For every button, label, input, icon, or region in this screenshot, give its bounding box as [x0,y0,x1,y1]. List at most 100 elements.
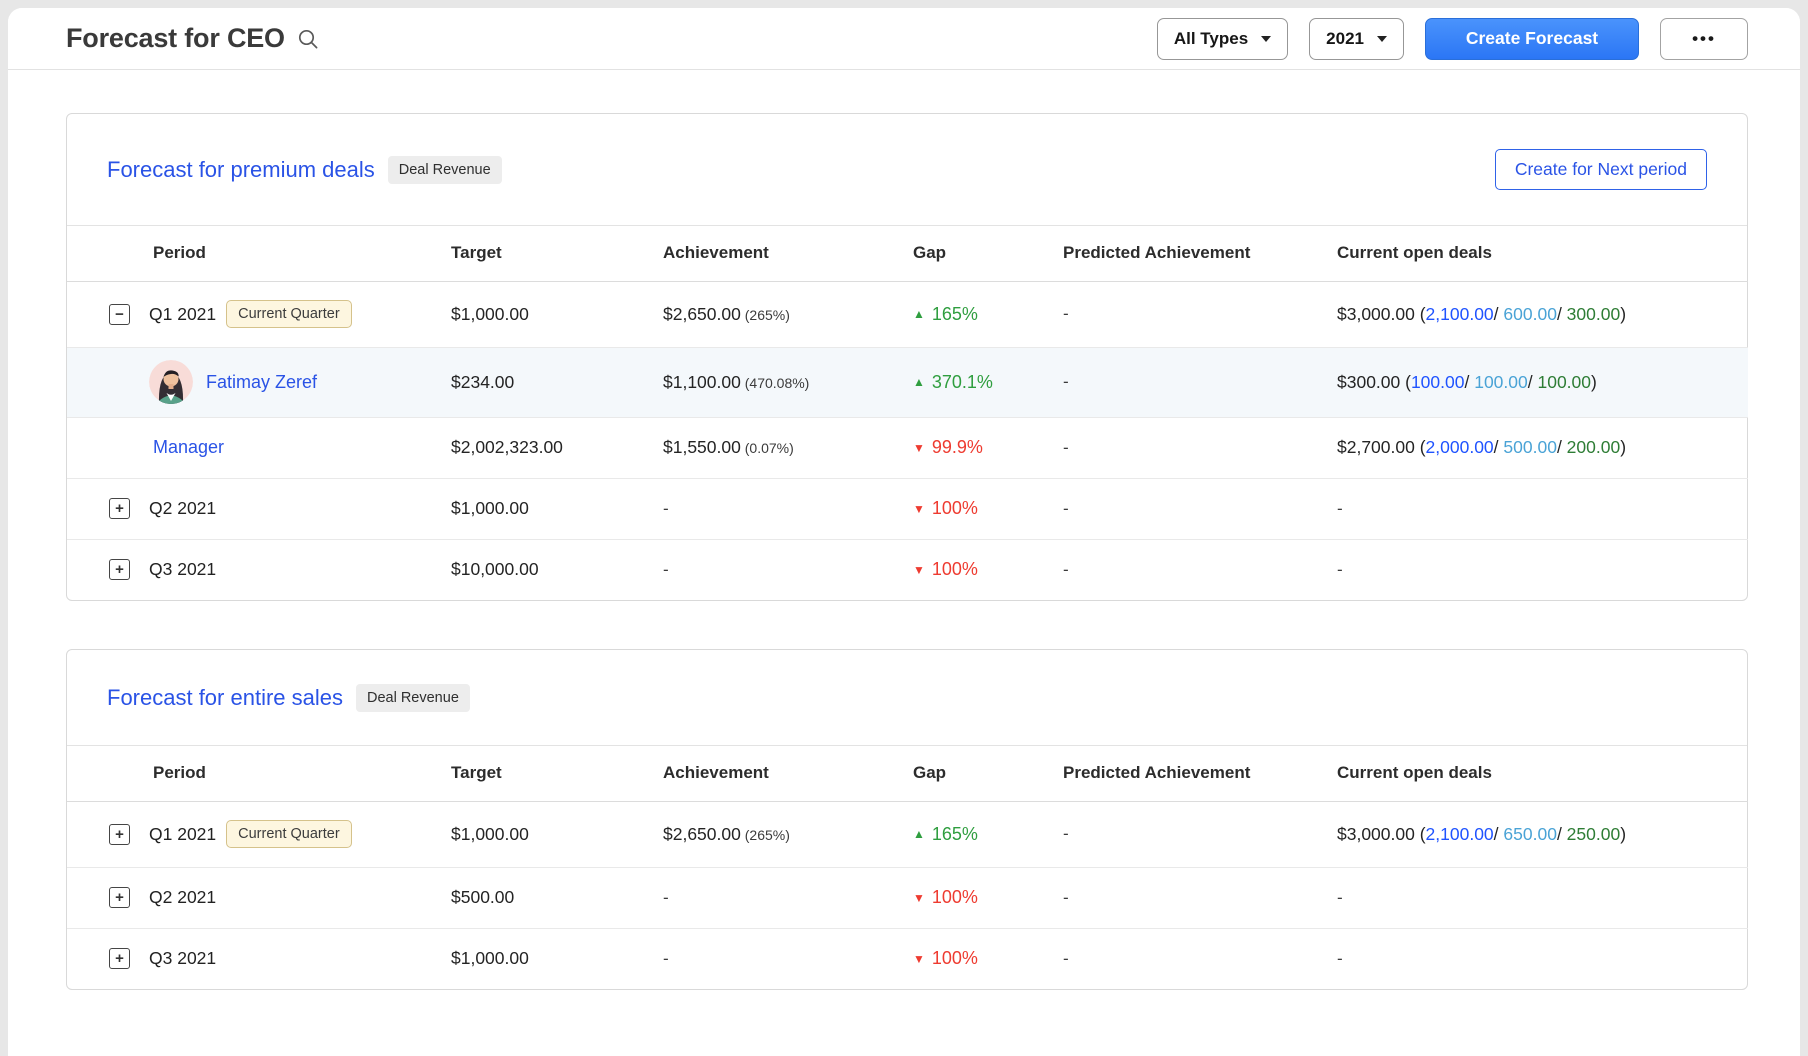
table-row: − Q1 2021 Current Quarter $1,000.00 $2,650.0… [67,281,1748,347]
open-deals-value: $300.00 (100.00/ 100.00/ 100.00) [1337,371,1597,392]
column-header-target: Target [451,243,502,263]
achievement-percent: (470.08%) [740,374,810,391]
gap-up-icon: ▲ [913,307,925,321]
open-deals-pipeline: 300.00 [1566,303,1621,324]
achievement-percent: (265%) [740,826,790,843]
gap-value: ▼ 100% [913,948,978,969]
person-link[interactable]: Fatimay Zeref [206,371,318,392]
type-filter-dropdown[interactable]: All Types [1156,17,1289,60]
expand-row-icon[interactable]: + [109,559,130,581]
achievement-value: - [663,498,669,518]
app-panel: Forecast for CEO All Types 2021 Create F… [8,8,1800,1056]
period-label: Q1 2021 [149,303,217,324]
table-row: Manager $2,002,323.00 $1,550.00 (0.07%) ▼ 99… [67,417,1748,478]
predicted-achievement-value: - [1063,824,1069,843]
expand-row-icon[interactable]: + [109,948,130,970]
open-deals-pipeline: 200.00 [1566,437,1621,457]
open-deals-best-case: 100.00 [1474,371,1528,392]
forecast-section-premium-deals: Forecast for premium deals Deal Revenue … [66,113,1748,601]
open-deals-pipeline: 100.00 [1537,371,1592,392]
column-header-predicted: Predicted Achievement [1063,763,1251,783]
table-header-row: Period Target Achievement Gap Predicted … [67,746,1748,801]
section-title-link[interactable]: Forecast for premium deals [107,156,375,182]
open-deals-value: $3,000.00 (2,100.00/ 600.00/ 300.00) [1337,303,1627,324]
create-next-period-button[interactable]: Create for Next period [1494,149,1707,190]
gap-value: ▼ 100% [913,887,978,907]
gap-down-icon: ▼ [913,501,925,516]
gap-value: ▲ 165% [913,303,978,324]
section-title-link[interactable]: Forecast for entire sales [107,684,343,710]
column-header-gap: Gap [913,763,947,783]
type-filter-value: All Types [1173,28,1249,48]
gap-down-icon: ▼ [913,440,925,455]
section-header: Forecast for premium deals Deal Revenue … [67,114,1747,226]
forecast-table: Period Target Achievement Gap Predicted … [67,226,1748,600]
page-title: Forecast for CEO [66,23,285,53]
column-header-achievement: Achievement [663,243,769,263]
predicted-achievement-value: - [1063,559,1069,579]
open-deals-value: - [1337,559,1343,579]
gap-down-icon: ▼ [913,951,925,966]
period-label: Q1 2021 [149,823,217,844]
column-header-achievement: Achievement [663,763,769,783]
open-deals-best-case: 650.00 [1503,823,1557,844]
column-header-gap: Gap [913,243,947,263]
deal-revenue-badge: Deal Revenue [355,683,470,712]
create-forecast-button[interactable]: Create Forecast [1425,17,1639,60]
open-deals-value: - [1337,948,1343,968]
table-header-row: Period Target Achievement Gap Predicted … [67,226,1748,281]
predicted-achievement-value: - [1063,437,1069,457]
achievement-percent: (0.07%) [740,440,794,456]
target-value: $10,000.00 [451,559,539,580]
deal-revenue-badge: Deal Revenue [387,155,502,184]
expand-row-icon[interactable]: + [109,498,130,519]
more-options-button[interactable]: ••• [1660,17,1748,60]
open-deals-value: $3,000.00 (2,100.00/ 650.00/ 250.00) [1337,823,1627,844]
table-row: + Q3 2021 $1,000.00 - ▼ 100% - - [67,928,1748,989]
column-header-open-deals: Current open deals [1337,763,1492,783]
role-link[interactable]: Manager [153,437,225,457]
period-label: Q2 2021 [149,498,217,518]
main-content: Forecast for premium deals Deal Revenue … [8,113,1800,990]
open-deals-best-case: 600.00 [1503,303,1557,324]
open-deals-value: - [1337,887,1343,907]
achievement-value: - [663,948,669,968]
target-value: $1,000.00 [451,823,529,844]
target-value: $1,000.00 [451,498,529,518]
predicted-achievement-value: - [1063,948,1069,968]
period-label: Q3 2021 [149,559,217,580]
open-deals-value: $2,700.00 (2,000.00/ 500.00/ 200.00) [1337,437,1627,457]
predicted-achievement-value: - [1063,498,1069,518]
gap-up-icon: ▲ [913,827,925,841]
section-header: Forecast for entire sales Deal Revenue [67,650,1747,746]
achievement-value: - [663,887,669,907]
predicted-achievement-value: - [1063,304,1069,323]
predicted-achievement-value: - [1063,372,1069,391]
search-icon[interactable] [297,28,320,56]
period-label: Q2 2021 [149,887,217,907]
forecast-table: Period Target Achievement Gap Predicted … [67,746,1748,989]
year-filter-dropdown[interactable]: 2021 [1309,17,1404,60]
table-row: + Q1 2021 Current Quarter $1,000.00 $2,650.0… [67,801,1748,867]
achievement-value: $2,650.00 [663,823,741,844]
column-header-period: Period [153,763,206,783]
target-value: $2,002,323.00 [451,437,563,457]
achievement-value: - [663,559,669,579]
year-filter-value: 2021 [1326,28,1364,48]
collapse-row-icon[interactable]: − [109,303,130,325]
table-row: Fatimay Zeref $234.00 $1,100.00 (470.08%) ▲… [67,347,1748,417]
open-deals-best-case: 500.00 [1503,437,1557,457]
achievement-value: $1,100.00 [663,371,741,392]
expand-row-icon[interactable]: + [109,823,130,845]
open-deals-committed: 2,100.00 [1425,303,1494,324]
open-deals-pipeline: 250.00 [1566,823,1621,844]
table-row: + Q2 2021 $1,000.00 - ▼ 100% - - [67,478,1748,539]
chevron-down-icon [1261,35,1272,42]
gap-value: ▲ 165% [913,823,978,844]
target-value: $1,000.00 [451,303,529,324]
gap-down-icon: ▼ [913,562,925,577]
expand-row-icon[interactable]: + [109,887,130,908]
gap-value: ▼ 100% [913,559,978,580]
target-value: $1,000.00 [451,948,529,969]
table-row: + Q2 2021 $500.00 - ▼ 100% - - [67,867,1748,928]
